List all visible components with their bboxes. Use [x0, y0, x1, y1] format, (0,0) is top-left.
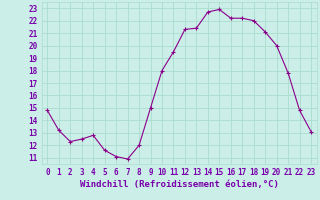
X-axis label: Windchill (Refroidissement éolien,°C): Windchill (Refroidissement éolien,°C)	[80, 180, 279, 189]
